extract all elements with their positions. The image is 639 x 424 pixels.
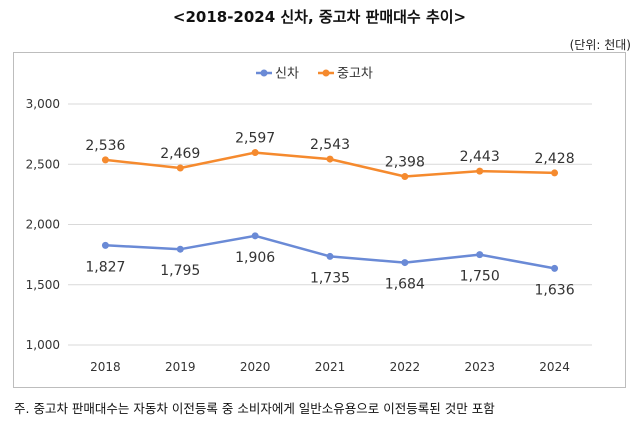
y-axis-ticks: 1,000 1,500 2,000 2,500 3,000 xyxy=(26,97,60,352)
chart-frame xyxy=(13,52,626,388)
series-layer: 1,827 1,795 1,906 1,735 1,684 1,750 1,636 2,536… xyxy=(85,131,574,299)
legend-label: 신차 xyxy=(275,67,299,82)
data-label: 2,398 xyxy=(385,155,425,171)
data-label: 1,827 xyxy=(85,259,125,275)
data-point xyxy=(101,156,109,164)
x-tick-label: 2018 xyxy=(90,360,121,374)
unit-label: (단위: 천대) xyxy=(569,38,631,52)
data-point xyxy=(326,155,334,163)
y-tick-label: 1,000 xyxy=(26,338,60,352)
legend-marker xyxy=(322,69,330,77)
x-tick-label: 2023 xyxy=(464,360,495,374)
data-label: 1,636 xyxy=(535,282,575,298)
data-label: 2,469 xyxy=(160,146,200,162)
data-label: 2,543 xyxy=(310,137,350,153)
x-tick-label: 2021 xyxy=(315,360,346,374)
data-point xyxy=(476,167,484,175)
data-label: 2,536 xyxy=(85,138,125,154)
data-point xyxy=(401,259,409,267)
data-label: 1,684 xyxy=(385,277,425,293)
data-point xyxy=(551,169,559,177)
y-tick-label: 2,000 xyxy=(26,218,60,232)
data-point xyxy=(251,149,259,157)
data-label: 2,443 xyxy=(460,149,500,165)
chart-title: <2018-2024 신차, 중고차 판매대수 추이> xyxy=(172,8,467,26)
data-point xyxy=(551,264,559,272)
x-tick-label: 2020 xyxy=(240,360,271,374)
data-point xyxy=(101,241,109,249)
y-tick-label: 1,500 xyxy=(26,278,60,292)
data-point xyxy=(251,232,259,240)
data-point xyxy=(326,252,334,260)
data-label: 1,906 xyxy=(235,250,275,266)
x-tick-label: 2019 xyxy=(165,360,196,374)
data-label: 1,735 xyxy=(310,270,350,286)
footnote: 주. 중고차 판매대수는 자동차 이전등록 중 소비자에게 일반소유용으로 이전… xyxy=(14,401,495,416)
data-label: 1,750 xyxy=(460,269,500,285)
x-tick-label: 2022 xyxy=(390,360,421,374)
data-point xyxy=(401,173,409,181)
legend: 신차 중고차 xyxy=(256,67,373,82)
data-label: 1,795 xyxy=(160,263,200,279)
y-tick-label: 2,500 xyxy=(26,157,60,171)
legend-label: 중고차 xyxy=(337,67,373,82)
data-point xyxy=(176,245,184,253)
data-point xyxy=(476,251,484,259)
data-label: 2,428 xyxy=(535,151,575,167)
data-point xyxy=(176,164,184,172)
y-tick-label: 3,000 xyxy=(26,97,60,111)
x-axis-ticks: 2018 2019 2020 2021 2022 2023 2024 xyxy=(90,360,570,374)
data-label: 2,597 xyxy=(235,131,275,147)
x-tick-label: 2024 xyxy=(539,360,570,374)
legend-marker xyxy=(260,69,268,77)
